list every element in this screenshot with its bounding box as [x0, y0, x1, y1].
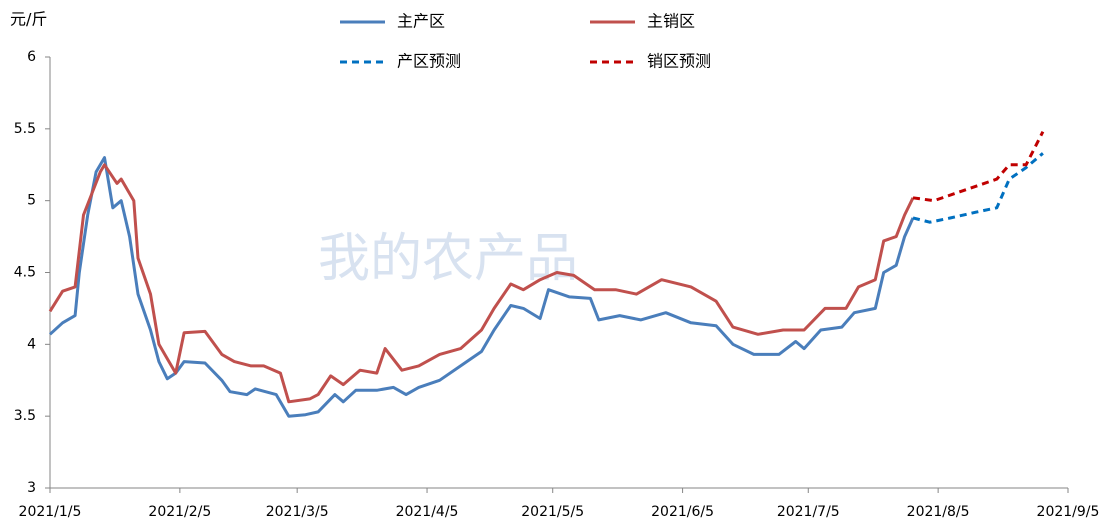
legend-label: 产区预测 — [397, 52, 461, 71]
y-tick-label: 5 — [27, 193, 36, 209]
x-tick-label: 2021/2/5 — [148, 504, 211, 520]
y-tick-label: 4 — [27, 336, 36, 352]
series-line — [48, 163, 915, 404]
y-tick-label: 4.5 — [14, 265, 36, 281]
x-tick-label: 2021/4/5 — [396, 504, 459, 520]
x-tick-label: 2021/6/5 — [651, 504, 714, 520]
y-tick-label: 3.5 — [14, 408, 36, 424]
x-tick-label: 2021/5/5 — [521, 504, 584, 520]
series-line — [912, 131, 1045, 203]
y-axis-label: 元/斤 — [10, 10, 47, 29]
series-line — [912, 152, 1044, 224]
watermark: 我的农产品 — [318, 229, 578, 289]
y-tick-label: 5.5 — [14, 121, 36, 137]
x-tick-label: 2021/8/5 — [907, 504, 970, 520]
y-tick-label: 3 — [27, 480, 36, 496]
legend-label: 主销区 — [647, 12, 695, 31]
x-tick-label: 2021/3/5 — [266, 504, 329, 520]
x-tick-label: 2021/1/5 — [19, 504, 82, 520]
legend-label: 主产区 — [397, 12, 445, 31]
legend-label: 销区预测 — [647, 52, 711, 71]
x-tick-label: 2021/9/5 — [1037, 504, 1100, 520]
x-tick-label: 2021/7/5 — [777, 504, 840, 520]
series-line — [48, 156, 915, 418]
y-tick-label: 6 — [27, 49, 36, 65]
